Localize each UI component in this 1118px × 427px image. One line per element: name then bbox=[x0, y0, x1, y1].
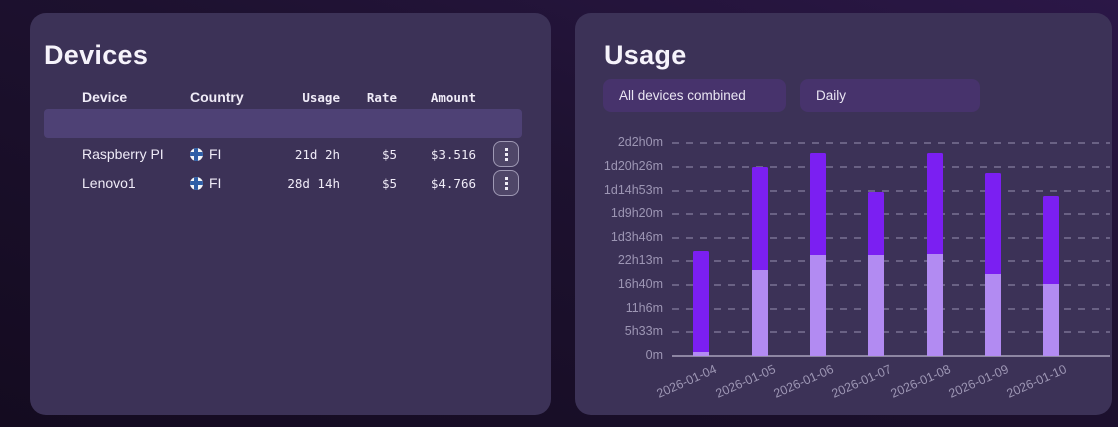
devices-panel: Devices Device Country Usage Rate Amount… bbox=[30, 13, 551, 415]
usage-chart: 0m 5h33m 11h6m 16h40m 22h13m 1d3h46m 1d9h20m 1d… bbox=[575, 13, 1112, 415]
bar-segment-upper bbox=[693, 250, 710, 353]
gridline bbox=[672, 236, 1110, 239]
status-cell bbox=[44, 146, 72, 162]
bar-segment-upper bbox=[926, 152, 943, 255]
country-code: FI bbox=[209, 146, 222, 162]
rate-value: $5 bbox=[381, 175, 397, 191]
table-row-lenovo1[interactable]: Lenovo1 FI 28d 14h $5 $4.766 bbox=[44, 138, 522, 196]
y-axis-tick-label: 1d20h26m bbox=[603, 158, 663, 173]
finland-flag-icon bbox=[190, 147, 203, 161]
column-header-country: Country bbox=[190, 89, 244, 105]
usage-title: Usage bbox=[604, 40, 687, 70]
gridline bbox=[672, 331, 1110, 334]
y-axis-tick-label: 16h40m bbox=[617, 277, 663, 292]
x-axis-line bbox=[672, 355, 1110, 357]
gridline bbox=[672, 284, 1110, 287]
gridline bbox=[672, 142, 1110, 145]
bar-segment-upper bbox=[868, 191, 885, 255]
kebab-menu-icon bbox=[504, 147, 508, 151]
bar-segment-lower bbox=[1043, 284, 1060, 356]
amount-value: $4.766 bbox=[430, 175, 476, 191]
x-axis-tick-label: 2026-01-04 bbox=[654, 362, 719, 401]
status-cell bbox=[44, 175, 72, 191]
kebab-menu-icon bbox=[504, 176, 508, 180]
bar-segment-upper bbox=[751, 167, 768, 270]
column-header-usage: Usage bbox=[302, 89, 340, 105]
rate-value: $5 bbox=[381, 146, 397, 162]
amount-value: $3.516 bbox=[430, 146, 476, 162]
gridline bbox=[672, 189, 1110, 192]
y-axis-tick-label: 0m bbox=[645, 348, 663, 362]
column-header-amount: Amount bbox=[430, 89, 476, 105]
column-header-device: Device bbox=[82, 89, 128, 105]
finland-flag-icon bbox=[190, 176, 203, 190]
gridline bbox=[672, 213, 1110, 216]
device-filter-dropdown[interactable]: All devices combined bbox=[603, 79, 786, 112]
gridline bbox=[672, 260, 1110, 263]
usage-filters: All devices combined Daily bbox=[603, 79, 980, 112]
bar-segment-upper bbox=[809, 152, 826, 255]
table-row-raspberry-pi[interactable]: Raspberry PI FI 21d 2h $5 $3.516 bbox=[44, 109, 522, 167]
y-axis-tick-label: 22h13m bbox=[617, 253, 663, 268]
row-menu-button[interactable] bbox=[493, 141, 519, 167]
country-cell: FI bbox=[184, 146, 276, 162]
devices-table-header: Device Country Usage Rate Amount bbox=[44, 85, 522, 109]
y-axis-tick-label: 11h6m bbox=[625, 300, 663, 315]
y-axis-tick-label: 1d3h46m bbox=[610, 229, 663, 244]
device-name: Raspberry PI bbox=[82, 146, 164, 162]
usage-panel: Usage All devices combined Daily 0m 5h33m… bbox=[575, 13, 1112, 415]
actions-cell bbox=[476, 138, 522, 228]
bar-segment-upper bbox=[1043, 196, 1060, 285]
bar-segment-lower bbox=[926, 254, 943, 356]
bar-segment-upper bbox=[984, 173, 1001, 275]
bar-segment-lower bbox=[693, 352, 710, 356]
country-cell: FI bbox=[184, 175, 276, 191]
y-axis-tick-label: 1d9h20m bbox=[610, 206, 663, 221]
usage-value: 28d 14h bbox=[287, 175, 340, 191]
y-axis-tick-label: 5h33m bbox=[624, 324, 663, 339]
y-axis-tick-label: 1d14h53m bbox=[603, 182, 663, 197]
gridline bbox=[672, 165, 1110, 168]
y-axis-tick-label: 2d2h0m bbox=[617, 135, 663, 150]
bar-segment-lower bbox=[751, 269, 768, 356]
gridline bbox=[672, 307, 1110, 310]
actions-cell bbox=[476, 109, 522, 199]
devices-table: Device Country Usage Rate Amount Raspber… bbox=[44, 85, 522, 196]
country-code: FI bbox=[209, 175, 222, 191]
bar-segment-lower bbox=[868, 254, 885, 356]
device-name: Lenovo1 bbox=[82, 175, 136, 191]
column-header-rate: Rate bbox=[366, 89, 397, 105]
usage-value: 21d 2h bbox=[294, 146, 340, 162]
bar-segment-lower bbox=[984, 274, 1001, 356]
row-menu-button[interactable] bbox=[493, 170, 519, 196]
bar-segment-lower bbox=[809, 254, 826, 356]
devices-title: Devices bbox=[44, 40, 149, 70]
interval-filter-dropdown[interactable]: Daily bbox=[800, 79, 980, 112]
